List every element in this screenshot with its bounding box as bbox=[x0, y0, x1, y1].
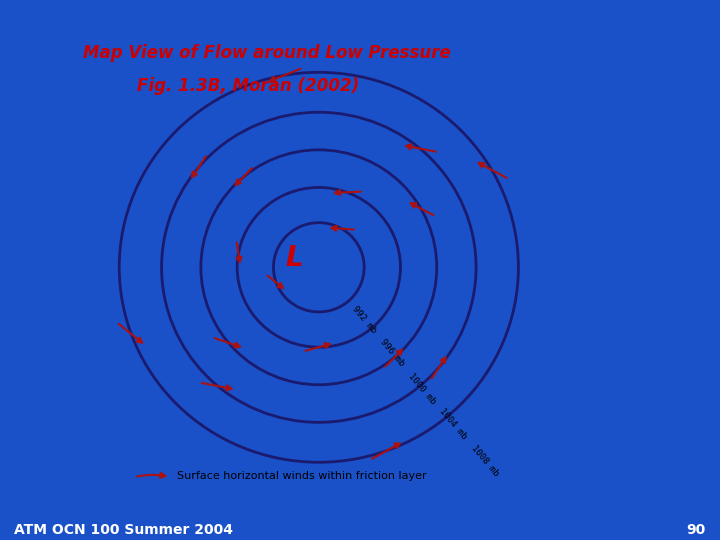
Text: 1004 mb: 1004 mb bbox=[437, 407, 468, 441]
Text: 1008 mb: 1008 mb bbox=[469, 444, 500, 478]
Text: Map View of Flow around Low Pressure: Map View of Flow around Low Pressure bbox=[83, 44, 451, 62]
Text: L: L bbox=[286, 244, 303, 272]
Text: Surface horizontal winds within friction layer: Surface horizontal winds within friction… bbox=[176, 471, 426, 481]
Text: 1000 mb: 1000 mb bbox=[407, 372, 438, 407]
Text: 90: 90 bbox=[686, 523, 706, 537]
Text: Fig. 1.3B, Moran (2002): Fig. 1.3B, Moran (2002) bbox=[138, 77, 359, 95]
Text: ATM OCN 100 Summer 2004: ATM OCN 100 Summer 2004 bbox=[14, 523, 233, 537]
Text: 996 mb: 996 mb bbox=[379, 337, 406, 368]
Text: 992 mb: 992 mb bbox=[351, 304, 378, 335]
